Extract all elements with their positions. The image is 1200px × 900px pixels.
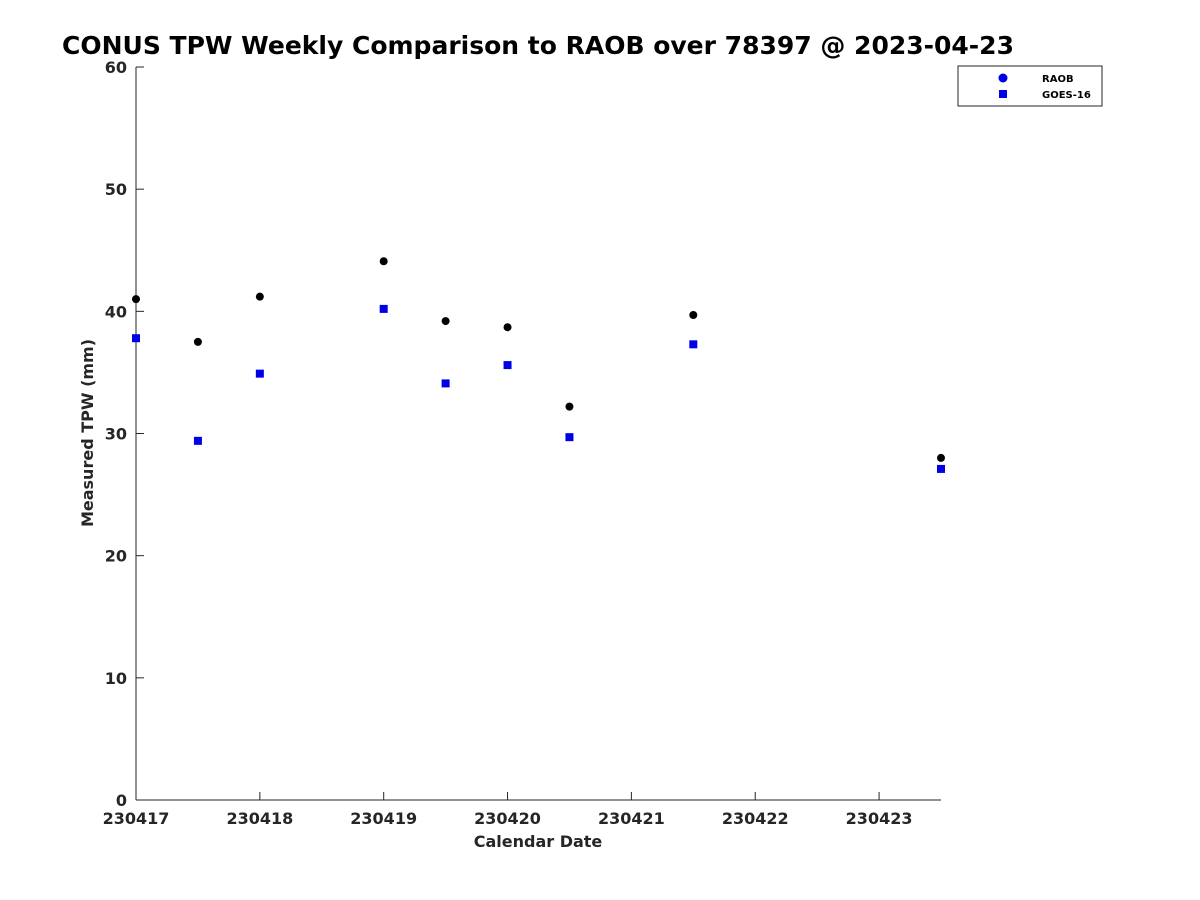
x-axis-label: Calendar Date [474,832,603,851]
y-tick-label: 40 [105,302,127,321]
legend-marker-raob [998,73,1008,83]
raob-point [255,292,264,301]
goes16-point [441,379,450,388]
raob-point [503,323,512,332]
legend-label: GOES-16 [1042,90,1091,101]
goes16-point [503,361,512,370]
legend-marker-goes16 [999,90,1007,98]
legend-box [957,65,1103,107]
axes: 0 10 20 30 40 50 60 230417 230418 230419 230420 230… [103,58,941,828]
data-points [132,257,945,473]
legend: RAOB GOES-16 [957,65,1103,107]
y-tick-label: 10 [105,669,127,688]
goes16-point [193,436,202,445]
legend-label: RAOB [1042,74,1074,85]
x-tick-label: 230422 [722,809,789,828]
y-tick-label: 0 [116,791,127,810]
goes16-point [565,433,574,442]
y-tick-label: 30 [105,425,127,444]
raob-point [379,257,388,266]
x-tick-label: 230418 [226,809,293,828]
raob-point [132,295,140,304]
x-tick-label: 230420 [474,809,541,828]
x-tick-label: 230421 [598,809,665,828]
goes16-point [379,304,388,313]
goes16-point [689,340,698,349]
raob-point [565,402,574,411]
y-tick-label: 60 [105,58,127,77]
y-axis-label: Measured TPW (mm) [78,339,97,527]
goes16-point [255,369,264,378]
raob-point [193,337,202,346]
y-tick-label: 20 [105,547,127,566]
y-tick-label: 50 [105,180,127,199]
raob-point [689,310,698,319]
goes16-point [132,334,140,343]
raob-point [441,317,450,326]
chart-title: CONUS TPW Weekly Comparison to RAOB over… [62,31,1014,60]
raob-point [937,453,945,462]
x-tick-label: 230419 [350,809,417,828]
x-tick-label: 230417 [103,809,170,828]
x-tick-label: 230423 [846,809,913,828]
goes16-point [937,464,945,473]
